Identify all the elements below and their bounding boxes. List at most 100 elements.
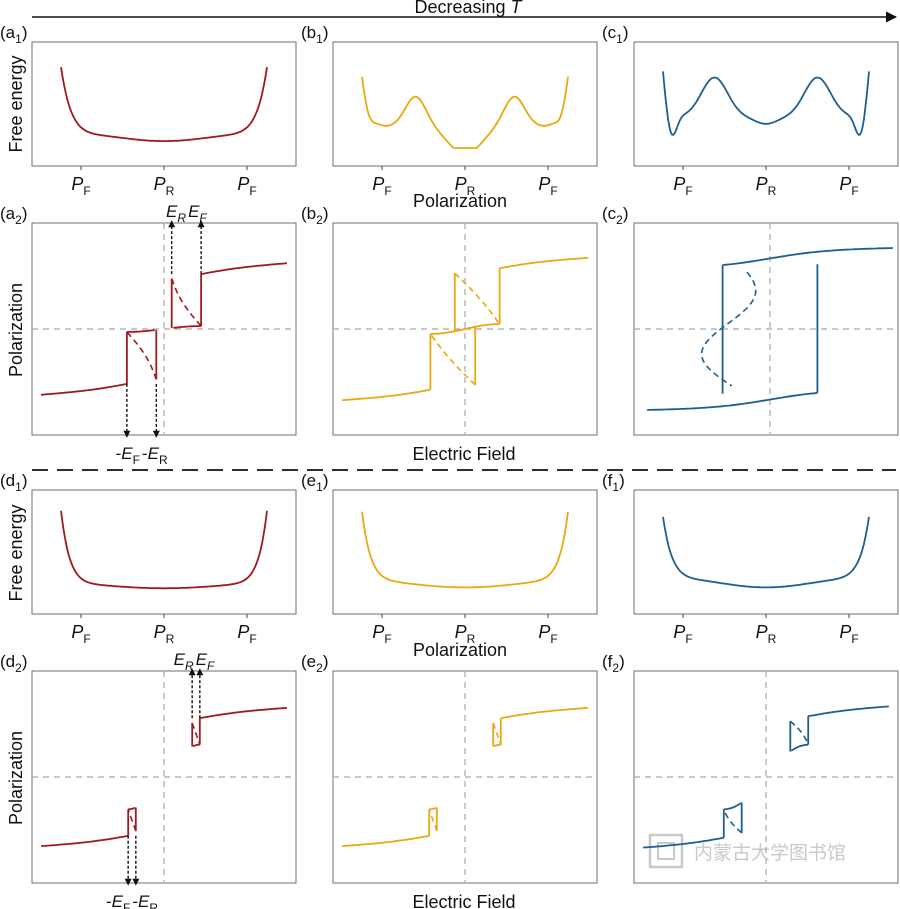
loop-branch-f2-2: [790, 743, 809, 752]
panel-a1: [31, 41, 297, 170]
tick-label-f1-pf0: PF: [673, 622, 692, 646]
loop-unstable-e2-0: [492, 722, 502, 745]
loop-branch-b2-0: [499, 257, 588, 270]
field-label-positive-d2: ER EF: [174, 650, 215, 673]
panel-label-b1: (b1): [301, 23, 328, 46]
field-label-negative-a2: -EF -ER: [116, 444, 168, 467]
panel-label-c1: (c1): [602, 23, 629, 46]
polarization-x-label-top: Polarization: [413, 191, 507, 211]
loop-branch-a2-4: [41, 383, 128, 396]
panel-frame-f1: [633, 489, 899, 615]
electric-field-label-top: Electric Field: [412, 444, 515, 464]
tick-label-e1-pf2: PF: [538, 622, 557, 646]
panel-label-b2: (b2): [301, 204, 328, 227]
panel-frame-c1: [633, 41, 899, 167]
header-label: Decreasing T: [414, 0, 523, 17]
tick-label-a1-pf0: PF: [71, 174, 90, 198]
tick-label-c1-pf0: PF: [673, 174, 692, 198]
electric-field-label-bottom: Electric Field: [412, 892, 515, 909]
panel-label-d2: (d2): [0, 652, 27, 675]
panels-layer: (a1) PF PR PF (b1) PF PR PF (c1) PF PR PF ER EF -EF -ER…: [0, 23, 899, 909]
free-energy-label-top: Free energy: [6, 55, 26, 152]
panel-e2: [332, 670, 598, 884]
energy-curve-c1: [662, 71, 870, 136]
tick-label-b1-pf0: PF: [372, 174, 391, 198]
loop-branch-d2-2: [192, 743, 200, 748]
energy-curve-e1: [361, 511, 569, 589]
tick-label-e1-pf0: PF: [372, 622, 391, 646]
tick-label-f1-pr: PR: [756, 622, 777, 646]
loop-unstable-b2-1: [429, 333, 476, 386]
panel-frame-d1: [31, 489, 297, 615]
loop-branch-e2-0: [500, 707, 588, 720]
panel-c1: [633, 41, 899, 170]
polarization-x-label-bottom: Polarization: [413, 640, 507, 660]
tick-label-d1-pr: PR: [154, 622, 175, 646]
loop-unstable-d2-0: [191, 722, 201, 745]
loop-branch-a2-0: [200, 262, 287, 275]
loop-unstable-f2-1: [723, 808, 743, 834]
tick-label-a1-pf2: PF: [237, 174, 256, 198]
loop-branch-f2-4: [643, 836, 724, 849]
panel-b2: [332, 222, 598, 436]
field-label-negative-d2: -EF -ER: [106, 892, 158, 909]
energy-curve-a1: [60, 67, 268, 142]
free-energy-label-bottom: Free energy: [6, 504, 26, 601]
loop-branch-c2-2: [647, 392, 818, 411]
loop-branch-b2-4: [342, 388, 431, 401]
polarization-y-label-bottom: Polarization: [6, 731, 26, 825]
panel-label-f1: (f1): [602, 471, 625, 494]
panel-label-a1: (a1): [0, 23, 27, 46]
loop-branch-e2-6: [429, 806, 437, 811]
loop-unstable-a2-0: [170, 278, 202, 327]
panel-label-e1: (e1): [301, 471, 328, 494]
loop-unstable-d2-1: [127, 809, 137, 832]
energy-curve-d1: [60, 510, 268, 590]
loop-branch-b2-6: [430, 326, 474, 335]
tick-label-a1-pr: PR: [154, 174, 175, 198]
panel-label-f2: (f2): [602, 652, 625, 675]
tick-label-f1-pf2: PF: [839, 622, 858, 646]
loop-unstable-c2-0: [700, 271, 757, 387]
tick-label-c1-pr: PR: [756, 174, 777, 198]
loop-unstable-e2-1: [428, 809, 438, 832]
watermark-logo: [648, 833, 684, 869]
panel-c2: [633, 222, 899, 436]
tick-label-d1-pf0: PF: [71, 622, 90, 646]
panel-frame-e1: [332, 489, 598, 615]
loop-branch-a2-2: [173, 325, 202, 329]
tick-label-b1-pf2: PF: [538, 174, 557, 198]
loop-branch-d2-6: [128, 806, 136, 811]
panel-f1: [633, 489, 899, 618]
tick-label-c1-pf2: PF: [839, 174, 858, 198]
loop-branch-c2-0: [722, 247, 893, 266]
tick-label-d1-pf2: PF: [237, 622, 256, 646]
panel-d1: [31, 489, 297, 618]
panel-a2: ER EF-EF -ER: [31, 202, 297, 467]
loop-branch-a2-6: [126, 329, 155, 333]
panel-b1: [332, 41, 598, 170]
panel-f2: [633, 670, 899, 884]
loop-unstable-b2-0: [454, 272, 501, 325]
decreasing-temperature-header: Decreasing T: [32, 0, 898, 23]
loop-branch-d2-4: [41, 834, 129, 847]
panel-label-e2: (e2): [301, 652, 328, 675]
loop-branch-e2-4: [342, 834, 430, 847]
loop-branch-f2-0: [808, 705, 889, 718]
loop-branch-d2-0: [199, 707, 287, 720]
panel-label-c2: (c2): [602, 204, 629, 227]
loop-branch-f2-6: [723, 802, 742, 811]
panel-e1: [332, 489, 598, 618]
polarization-y-label-top: Polarization: [6, 283, 26, 377]
library-watermark: 内蒙古大学图书馆: [648, 833, 846, 869]
energy-curve-b1: [361, 76, 569, 149]
energy-curve-f1: [662, 516, 870, 589]
watermark-text: 内蒙古大学图书馆: [694, 842, 846, 864]
panel-label-d1: (d1): [0, 471, 27, 494]
loop-unstable-a2-1: [126, 331, 158, 380]
loop-branch-e2-2: [493, 743, 501, 748]
panel-frame-a1: [31, 41, 297, 167]
panel-label-a2: (a2): [0, 204, 27, 227]
panel-d2: ER EF -EF -ER: [31, 650, 297, 909]
